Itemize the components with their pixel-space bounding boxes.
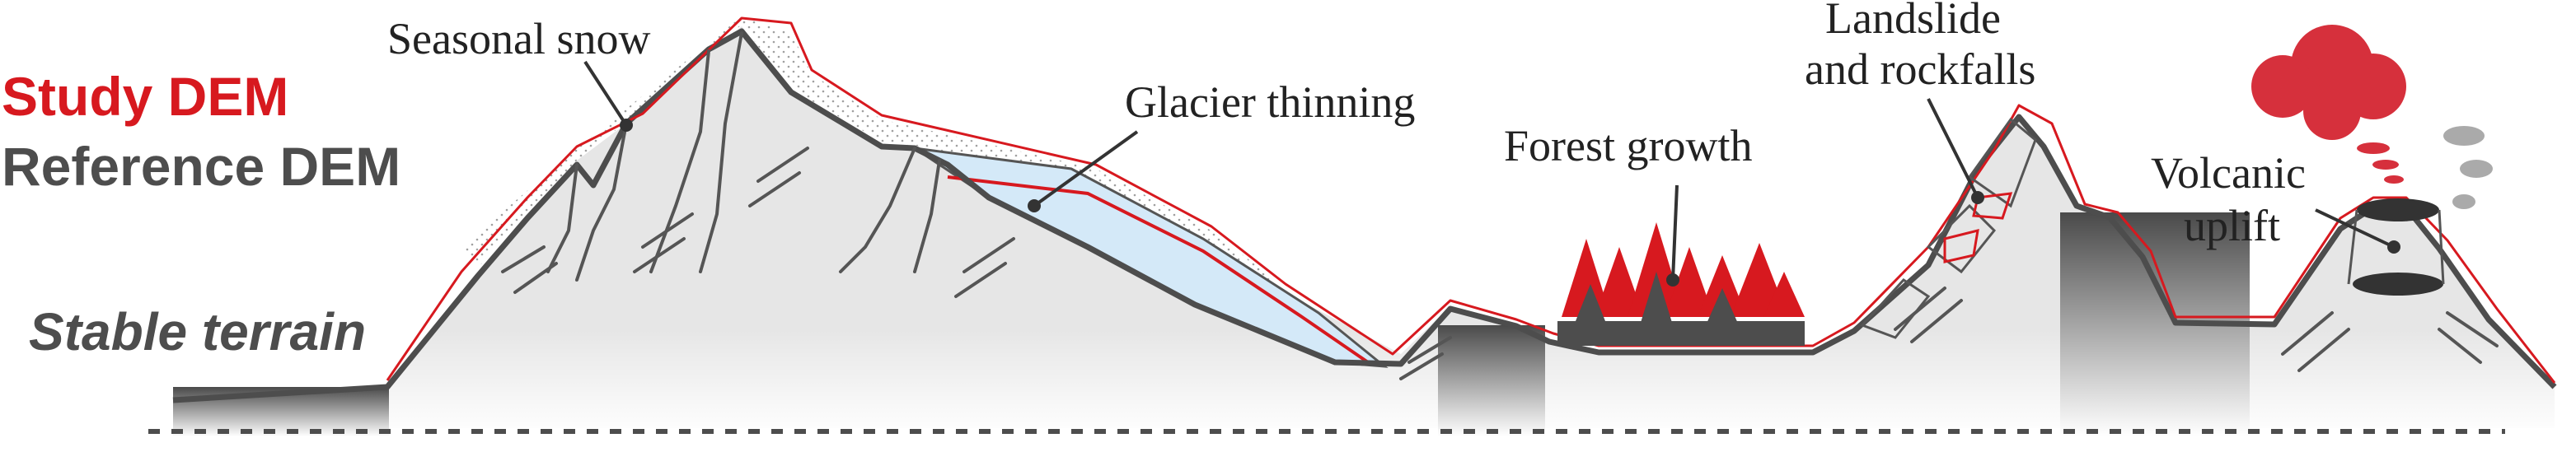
mountain-hatching: [501, 31, 2499, 380]
label-landslide-line2: and rockfalls: [1805, 44, 2035, 94]
forest: [1557, 222, 1805, 346]
reference-dem-profile: [172, 28, 2557, 403]
label-stable-terrain: Stable terrain: [29, 302, 366, 361]
label-forest-growth: Forest growth: [1504, 121, 1752, 170]
bedrock-block-mid: [1438, 325, 1545, 436]
label-glacier-thinning: Glacier thinning: [1125, 77, 1415, 127]
legend-reference-dem: Reference DEM: [2, 136, 400, 197]
label-landslide-line1: Landslide: [1825, 0, 2001, 43]
volcanic-plume: [2251, 25, 2493, 209]
terrain-body: [173, 26, 2555, 428]
label-volcanic-line1: Volcanic: [2151, 148, 2306, 198]
leader-dots: [620, 119, 2400, 287]
legend-study-dem: Study DEM: [2, 66, 288, 127]
leader-lines: [583, 60, 2395, 281]
glacier-study-line: [947, 175, 1370, 364]
landslide-study-blocks: [1943, 192, 2013, 263]
volcano-crater: [2347, 198, 2445, 296]
label-seasonal-snow: Seasonal snow: [387, 14, 650, 63]
label-volcanic-line2: uplift: [2184, 201, 2280, 250]
